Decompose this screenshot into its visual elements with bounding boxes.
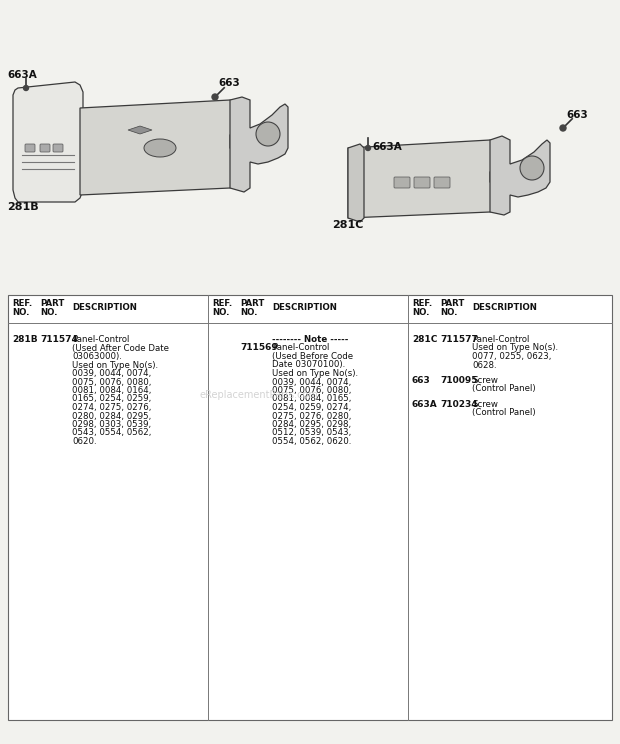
Text: Panel-Control: Panel-Control [272,344,329,353]
FancyBboxPatch shape [434,177,450,188]
Polygon shape [80,100,237,195]
Text: 0620.: 0620. [72,437,97,446]
Polygon shape [348,140,498,218]
Ellipse shape [144,139,176,157]
Text: 663: 663 [218,78,240,88]
Text: 0284, 0295, 0298,: 0284, 0295, 0298, [272,420,351,429]
Text: 663: 663 [412,376,431,385]
Text: 0039, 0044, 0074,: 0039, 0044, 0074, [72,369,151,378]
Text: 663A: 663A [372,142,402,152]
Text: REF.: REF. [412,299,432,308]
Circle shape [520,156,544,180]
Text: 0543, 0554, 0562,: 0543, 0554, 0562, [72,429,151,437]
Text: 0512, 0539, 0543,: 0512, 0539, 0543, [272,429,352,437]
FancyBboxPatch shape [40,144,50,152]
Text: eReplacementParts.com: eReplacementParts.com [200,390,319,400]
Text: DESCRIPTION: DESCRIPTION [272,303,337,312]
FancyBboxPatch shape [25,144,35,152]
Text: 0554, 0562, 0620.: 0554, 0562, 0620. [272,437,352,446]
Text: Used on Type No(s).: Used on Type No(s). [272,369,358,378]
Text: (Control Panel): (Control Panel) [472,408,536,417]
Text: 281B: 281B [7,202,38,212]
Polygon shape [230,97,288,192]
Text: PART: PART [240,299,264,308]
FancyBboxPatch shape [414,177,430,188]
Circle shape [366,146,371,150]
FancyBboxPatch shape [8,295,612,720]
Text: DESCRIPTION: DESCRIPTION [472,303,537,312]
Text: 281C: 281C [412,335,437,344]
Text: 0298, 0303, 0539,: 0298, 0303, 0539, [72,420,151,429]
Text: 0081, 0084, 0165,: 0081, 0084, 0165, [272,394,352,403]
Text: Panel-Control: Panel-Control [72,335,130,344]
Text: 0280, 0284, 0295,: 0280, 0284, 0295, [72,411,151,420]
Text: Screw: Screw [472,400,498,408]
Text: PART: PART [440,299,464,308]
Circle shape [24,86,29,91]
Text: 0075, 0076, 0080,: 0075, 0076, 0080, [272,386,352,395]
Text: NO.: NO. [40,308,58,317]
Text: Panel-Control: Panel-Control [472,335,529,344]
Text: 711577: 711577 [440,335,478,344]
Text: 281C: 281C [332,220,363,230]
Text: REF.: REF. [212,299,232,308]
Circle shape [560,125,566,131]
Text: 0628.: 0628. [472,361,497,370]
Text: NO.: NO. [440,308,458,317]
Text: 711569: 711569 [240,344,278,353]
Text: DESCRIPTION: DESCRIPTION [72,303,137,312]
Text: 0254, 0259, 0274,: 0254, 0259, 0274, [272,403,352,412]
Text: 710095: 710095 [440,376,477,385]
Polygon shape [13,82,83,202]
Polygon shape [348,144,364,222]
FancyBboxPatch shape [394,177,410,188]
Text: REF.: REF. [12,299,32,308]
Text: 0039, 0044, 0074,: 0039, 0044, 0074, [272,377,352,386]
Polygon shape [490,136,550,215]
Text: NO.: NO. [12,308,30,317]
Text: 0075, 0076, 0080,: 0075, 0076, 0080, [72,377,151,386]
Text: Date 03070100).: Date 03070100). [272,361,345,370]
FancyBboxPatch shape [53,144,63,152]
Circle shape [212,94,218,100]
Text: Used on Type No(s).: Used on Type No(s). [72,361,158,370]
Text: 663A: 663A [7,70,37,80]
Text: -------- Note -----: -------- Note ----- [272,335,348,344]
Polygon shape [128,126,152,134]
Text: 711574: 711574 [40,335,78,344]
Text: NO.: NO. [240,308,257,317]
Text: 0081, 0084, 0164,: 0081, 0084, 0164, [72,386,151,395]
Text: 663A: 663A [412,400,438,408]
Text: NO.: NO. [212,308,229,317]
Text: 03063000).: 03063000). [72,352,122,361]
Circle shape [256,122,280,146]
Text: PART: PART [40,299,64,308]
Text: NO.: NO. [412,308,430,317]
Text: 0275, 0276, 0280,: 0275, 0276, 0280, [272,411,352,420]
Text: 0077, 0255, 0623,: 0077, 0255, 0623, [472,352,551,361]
Text: 710234: 710234 [440,400,477,408]
Text: Screw: Screw [472,376,498,385]
Text: 0274, 0275, 0276,: 0274, 0275, 0276, [72,403,151,412]
Text: 663: 663 [566,110,588,120]
Text: (Control Panel): (Control Panel) [472,385,536,394]
Text: 281B: 281B [12,335,38,344]
Text: (Used Before Code: (Used Before Code [272,352,353,361]
Text: (Used After Code Date: (Used After Code Date [72,344,169,353]
Text: Used on Type No(s).: Used on Type No(s). [472,344,558,353]
Text: 0165, 0254, 0259,: 0165, 0254, 0259, [72,394,151,403]
